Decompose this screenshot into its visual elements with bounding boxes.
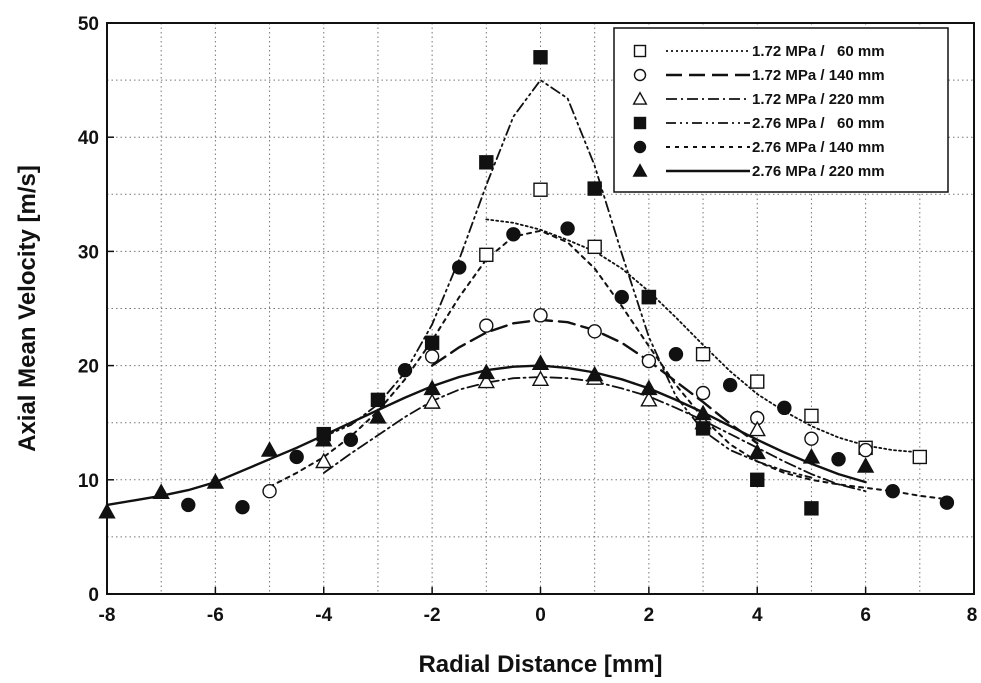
data-point-series-6 [423,379,441,396]
series-line-1 [485,218,921,454]
legend: 1.72 MPa / 60 mm 1.72 MPa / 140 mm 1.72 MP… [613,27,949,193]
data-point-series-2 [858,442,873,458]
data-point-series-6 [694,404,712,421]
y-tick-labels: 0 10 20 30 40 50 [78,14,99,606]
data-point-series-2 [479,318,494,333]
data-point-series-3 [477,372,495,389]
x-tick-labels: -8 -6 -4 -2 0 2 4 6 8 [99,605,978,626]
legend-marker-4 [633,116,647,130]
y-tick-label: 10 [78,471,99,492]
y-tick-label: 50 [78,14,99,35]
data-point-series-1 [695,346,711,362]
data-point-series-5 [560,221,575,236]
legend-label-4: 2.76 MPa / 60 mm [752,115,885,132]
data-point-series-4 [370,392,386,408]
data-point-series-5 [343,432,359,448]
legend-marker-5 [633,140,647,154]
data-point-series-1 [533,182,548,197]
legend-marker-2 [633,68,647,82]
legend-label-2: 1.72 MPa / 140 mm [752,67,885,84]
y-tick-label: 40 [78,128,99,149]
data-point-series-4 [641,289,657,305]
data-point-series-6 [802,448,821,464]
data-point-series-2 [424,349,440,364]
data-point-series-6 [260,441,279,457]
data-point-series-2 [262,484,277,499]
data-point-series-5 [452,260,467,275]
legend-label-5: 2.76 MPa / 140 mm [752,139,885,156]
data-point-series-5 [831,452,846,467]
data-point-series-2 [533,308,548,323]
x-tick-label: 4 [752,605,763,626]
data-point-series-2 [641,353,657,369]
data-point-series-5 [777,400,792,416]
data-point-series-6 [206,473,225,489]
data-point-series-6 [477,363,495,380]
data-point-series-1 [587,239,602,255]
data-point-series-4 [479,155,494,170]
data-point-series-5 [614,289,629,305]
data-point-series-6 [152,483,170,500]
data-point-series-2 [804,431,819,446]
data-point-series-4 [587,181,602,196]
y-tick-label: 0 [88,585,99,606]
data-point-series-5 [722,377,738,393]
data-point-series-3 [531,370,550,386]
data-point-series-1 [912,449,928,465]
data-point-series-3 [640,390,658,407]
legend-marker-6 [632,163,648,177]
data-point-series-6 [315,430,333,447]
x-tick-label: -2 [424,605,441,626]
x-tick-label: 6 [860,605,871,626]
x-tick-label: 2 [644,605,655,626]
series-markers [98,50,955,519]
data-point-series-6 [748,443,766,460]
data-point-series-4 [424,335,440,350]
legend-label-1: 1.72 MPa / 60 mm [752,43,885,60]
y-tick-label: 20 [78,357,99,378]
y-axis-title: Axial Mean Velocity [m/s] [14,165,41,452]
data-point-series-3 [423,393,441,409]
data-point-series-6 [531,354,550,370]
data-point-series-6 [640,379,658,396]
legend-box [613,27,949,193]
data-point-series-6 [586,365,604,382]
legend-label-6: 2.76 MPa / 220 mm [752,163,885,180]
data-point-series-6 [369,408,387,424]
data-point-series-6 [856,457,875,473]
data-point-series-1 [750,374,765,389]
data-point-series-5 [397,362,413,378]
data-point-series-5 [668,346,684,362]
data-point-series-2 [695,385,711,401]
legend-entries: 1.72 MPa / 60 mm 1.72 MPa / 140 mm 1.72 MP… [632,43,885,180]
data-point-series-5 [885,484,900,499]
data-point-series-1 [479,247,494,263]
x-axis-title: Radial Distance [mm] [418,651,662,678]
data-point-series-4 [533,50,548,65]
y-tick-label: 30 [78,242,99,263]
data-point-series-2 [587,324,602,339]
legend-label-3: 1.72 MPa / 220 mm [752,91,885,108]
x-tick-label: 0 [535,605,546,626]
data-point-series-5 [289,449,304,465]
data-point-series-5 [181,497,196,513]
data-point-series-5 [939,495,955,510]
data-point-series-5 [506,227,521,242]
data-point-series-4 [750,472,765,487]
data-point-series-3 [748,420,766,437]
data-point-series-5 [235,500,250,515]
x-tick-label: -4 [315,605,332,626]
axis-ticks [106,22,975,595]
x-tick-label: -8 [99,605,116,626]
x-tick-label: -6 [207,605,224,626]
data-point-series-4 [695,421,711,436]
x-tick-label: 8 [967,605,978,626]
data-point-series-1 [804,408,819,424]
data-point-series-3 [315,452,333,469]
data-point-series-4 [804,501,819,516]
legend-marker-3 [632,91,648,105]
legend-marker-1 [633,44,647,58]
